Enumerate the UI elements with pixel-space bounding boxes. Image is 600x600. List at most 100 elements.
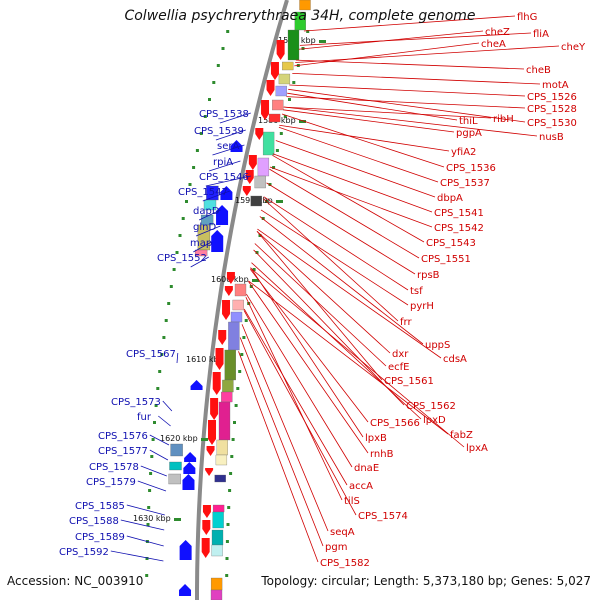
outer-ring-tick xyxy=(306,30,310,33)
forward-gene-leader xyxy=(275,140,436,198)
map-title: Colwellia psychrerythraea 34H, complete … xyxy=(124,8,476,24)
inner-ring-tick xyxy=(147,506,151,509)
forward-gene-label: CPS_1536 xyxy=(446,163,496,174)
forward-gene-label: thiL xyxy=(459,116,478,127)
forward-gene-label: cheZ xyxy=(485,27,510,38)
forward-gene-block xyxy=(210,577,223,591)
forward-gene-label: CPS_1566 xyxy=(370,418,420,429)
forward-gene-label: cheY xyxy=(561,42,586,53)
inner-ring-tick xyxy=(181,217,185,220)
outer-ring-tick xyxy=(275,149,279,152)
forward-gene-arrow xyxy=(208,420,217,445)
reverse-gene-arrow xyxy=(220,186,233,200)
inner-ring-tick xyxy=(148,489,152,492)
forward-gene-arrow xyxy=(218,330,227,345)
reverse-gene-label: CPS_1552 xyxy=(157,253,207,264)
inner-ring-tick xyxy=(221,47,225,50)
forward-gene-arrow xyxy=(212,372,221,395)
reverse-gene-label: map xyxy=(190,238,212,249)
forward-gene-leader xyxy=(283,106,492,119)
reverse-gene-arrow xyxy=(216,205,229,225)
outer-ring-tick xyxy=(288,98,291,101)
kbp-tick-mark xyxy=(299,120,306,123)
reverse-gene-label: CPS_1547 xyxy=(178,187,228,198)
forward-gene-label: frr xyxy=(400,317,412,328)
reverse-gene-label: CPS_1539 xyxy=(194,126,244,137)
forward-gene-leader xyxy=(303,15,516,32)
accession-text: Accession: NC_003910 xyxy=(7,574,144,588)
inner-ring-tick xyxy=(153,421,156,424)
forward-gene-label: rpsB xyxy=(417,270,440,281)
forward-gene-block xyxy=(211,544,223,557)
reverse-gene-label: dapD xyxy=(193,206,220,217)
forward-gene-label: cheA xyxy=(481,39,506,50)
outer-ring-tick xyxy=(227,506,231,509)
outer-ring-tick xyxy=(244,319,248,322)
outer-ring-tick xyxy=(238,370,242,373)
forward-gene-leader xyxy=(256,230,383,381)
forward-gene-label: cdsA xyxy=(443,354,467,365)
forward-gene-leader xyxy=(279,124,450,152)
outer-ring-tick xyxy=(225,557,229,560)
forward-gene-label: motA xyxy=(542,80,569,91)
forward-gene-block xyxy=(257,157,270,177)
outer-ring-tick xyxy=(236,387,240,390)
forward-gene-leader xyxy=(239,337,324,547)
kbp-tick-label: 1610 kbp xyxy=(186,355,224,364)
inner-ring-tick xyxy=(185,200,188,203)
forward-gene-leader xyxy=(269,166,433,228)
inner-ring-tick xyxy=(203,115,207,118)
forward-gene-leader xyxy=(283,106,538,137)
inner-ring-tick xyxy=(160,353,164,356)
forward-gene-arrow xyxy=(248,155,257,170)
forward-gene-block xyxy=(218,401,231,441)
forward-gene-arrow xyxy=(255,128,264,140)
forward-gene-label: CPS_1526 xyxy=(527,92,577,103)
reverse-gene-leader xyxy=(158,415,171,427)
forward-gene-label: fabZ xyxy=(450,430,473,441)
outer-ring-tick xyxy=(279,132,283,135)
forward-gene-arrow xyxy=(206,446,215,456)
reverse-gene-leader xyxy=(205,175,251,187)
forward-gene-leader xyxy=(295,59,525,70)
kbp-tick-mark xyxy=(201,438,208,441)
kbp-tick-mark xyxy=(319,40,326,43)
forward-gene-label: dbpA xyxy=(437,193,463,204)
inner-ring-tick xyxy=(175,251,179,254)
forward-gene-block xyxy=(278,73,291,85)
inner-ring-tick xyxy=(146,523,150,526)
forward-gene-leader xyxy=(250,267,465,448)
reverse-gene-leader xyxy=(126,504,165,516)
forward-gene-arrow xyxy=(205,468,214,476)
inner-ring-tick xyxy=(199,132,203,135)
forward-gene-arrow xyxy=(210,398,219,420)
outer-ring-tick xyxy=(272,166,276,169)
reverse-gene-label: CPS_1577 xyxy=(98,446,148,457)
outer-ring-tick xyxy=(231,438,235,441)
forward-gene-block xyxy=(230,311,243,323)
forward-gene-label: CPS_1528 xyxy=(527,104,577,115)
forward-gene-label: tilS xyxy=(344,496,360,507)
forward-gene-label: accA xyxy=(349,481,373,492)
reverse-gene-leader xyxy=(149,449,169,461)
forward-gene-block xyxy=(224,349,236,381)
outer-ring-tick xyxy=(225,540,229,543)
forward-gene-leader xyxy=(266,182,416,275)
outer-ring-tick xyxy=(268,183,272,186)
inner-ring-tick xyxy=(208,98,211,101)
reverse-gene-arrow xyxy=(184,452,197,462)
forward-gene-label: ecfE xyxy=(388,362,410,373)
forward-gene-leader xyxy=(289,84,526,97)
forward-gene-label: pyrH xyxy=(410,301,434,312)
forward-gene-label: yfiA2 xyxy=(451,147,476,158)
forward-gene-label: lpxA xyxy=(466,443,488,454)
reverse-gene-leader xyxy=(202,190,230,202)
forward-gene-leader xyxy=(281,113,445,168)
reverse-gene-label: CPS_1576 xyxy=(98,431,148,442)
forward-gene-block xyxy=(215,454,228,466)
forward-gene-leader xyxy=(243,308,348,486)
forward-gene-label: cheB xyxy=(526,65,551,76)
outer-ring-tick xyxy=(229,472,233,475)
